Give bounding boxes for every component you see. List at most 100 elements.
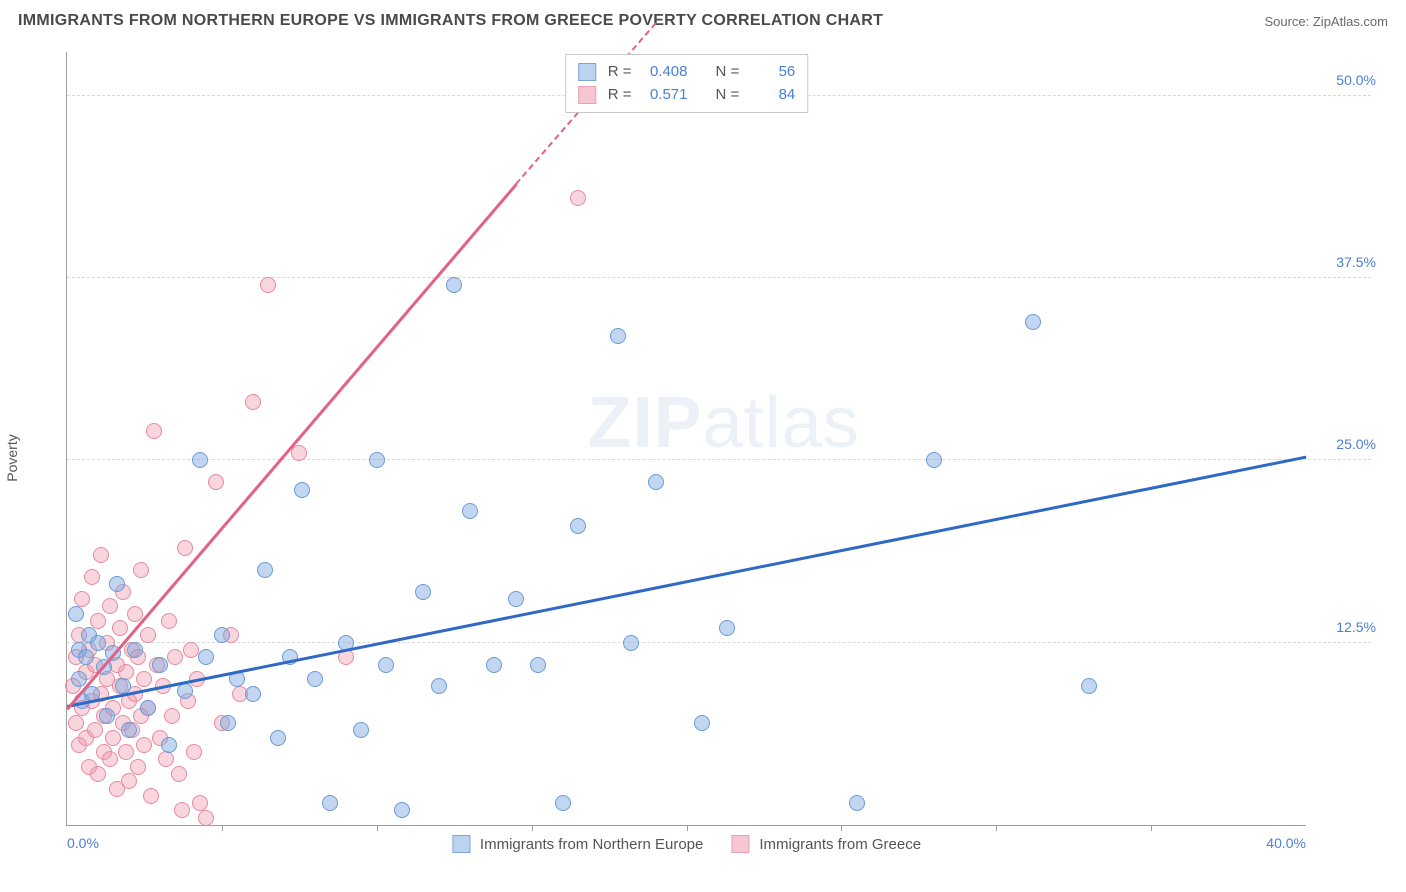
scatter-point-pink [174, 802, 190, 818]
watermark: ZIPatlas [588, 382, 860, 464]
gridline [67, 459, 1371, 460]
n-value-blue: 56 [749, 61, 795, 84]
ytick-label: 50.0% [1336, 72, 1376, 88]
xtick-label: 40.0% [1266, 835, 1306, 851]
legend-swatch-pink-icon [731, 835, 749, 853]
scatter-point-pink [68, 715, 84, 731]
scatter-point-blue [623, 635, 639, 651]
legend-label-pink: Immigrants from Greece [759, 836, 921, 853]
scatter-point-pink [161, 613, 177, 629]
scatter-point-blue [127, 642, 143, 658]
n-label-blue: N = [716, 61, 740, 84]
stats-legend: R = 0.408 N = 56 R = 0.571 N = 84 [565, 54, 809, 113]
scatter-point-blue [610, 328, 626, 344]
scatter-point-pink [105, 730, 121, 746]
scatter-point-pink [136, 737, 152, 753]
xminor-tick [532, 825, 533, 831]
scatter-point-blue [220, 715, 236, 731]
xminor-tick [377, 825, 378, 831]
scatter-point-pink [164, 708, 180, 724]
scatter-point-blue [530, 657, 546, 673]
xminor-tick [687, 825, 688, 831]
scatter-point-blue [90, 635, 106, 651]
scatter-point-blue [719, 620, 735, 636]
scatter-point-pink [140, 627, 156, 643]
scatter-point-blue [369, 452, 385, 468]
xminor-tick [1151, 825, 1152, 831]
ytick-label: 25.0% [1336, 436, 1376, 452]
r-value-pink: 0.571 [642, 84, 688, 107]
chart-container: Poverty ZIPatlas R = 0.408 N = 56 R = 0.… [18, 42, 1388, 874]
scatter-point-pink [90, 613, 106, 629]
scatter-point-pink [183, 642, 199, 658]
scatter-point-pink [93, 547, 109, 563]
ytick-label: 37.5% [1336, 254, 1376, 270]
scatter-point-pink [198, 810, 214, 826]
plot-area: ZIPatlas R = 0.408 N = 56 R = 0.571 N = … [66, 52, 1306, 826]
r-label-pink: R = [608, 84, 632, 107]
scatter-point-pink [118, 664, 134, 680]
swatch-pink-icon [578, 86, 596, 104]
scatter-point-blue [431, 678, 447, 694]
scatter-point-pink [570, 190, 586, 206]
scatter-point-blue [508, 591, 524, 607]
watermark-zip: ZIP [588, 383, 703, 463]
swatch-blue-icon [578, 63, 596, 81]
scatter-point-blue [555, 795, 571, 811]
series-legend: Immigrants from Northern Europe Immigran… [452, 835, 921, 853]
scatter-point-blue [109, 576, 125, 592]
legend-item-pink: Immigrants from Greece [731, 835, 921, 853]
scatter-point-pink [84, 569, 100, 585]
scatter-point-blue [415, 584, 431, 600]
scatter-point-pink [90, 766, 106, 782]
r-value-blue: 0.408 [642, 61, 688, 84]
xminor-tick [996, 825, 997, 831]
scatter-point-blue [570, 518, 586, 534]
scatter-point-pink [167, 649, 183, 665]
scatter-point-pink [260, 277, 276, 293]
scatter-point-blue [486, 657, 502, 673]
source-name: ZipAtlas.com [1313, 14, 1388, 29]
scatter-point-blue [394, 802, 410, 818]
scatter-point-pink [208, 474, 224, 490]
r-label-blue: R = [608, 61, 632, 84]
scatter-point-blue [152, 657, 168, 673]
scatter-point-blue [161, 737, 177, 753]
scatter-point-blue [462, 503, 478, 519]
scatter-point-blue [307, 671, 323, 687]
scatter-point-blue [121, 722, 137, 738]
scatter-point-blue [926, 452, 942, 468]
legend-label-blue: Immigrants from Northern Europe [480, 836, 703, 853]
scatter-point-blue [322, 795, 338, 811]
scatter-point-pink [291, 445, 307, 461]
scatter-point-pink [192, 795, 208, 811]
scatter-point-blue [1025, 314, 1041, 330]
n-value-pink: 84 [749, 84, 795, 107]
ytick-label: 12.5% [1336, 619, 1376, 635]
scatter-point-pink [143, 788, 159, 804]
scatter-point-pink [87, 722, 103, 738]
legend-swatch-blue-icon [452, 835, 470, 853]
legend-item-blue: Immigrants from Northern Europe [452, 835, 703, 853]
scatter-point-pink [133, 562, 149, 578]
xminor-tick [222, 825, 223, 831]
scatter-point-pink [146, 423, 162, 439]
scatter-point-blue [214, 627, 230, 643]
scatter-point-pink [102, 751, 118, 767]
n-label-pink: N = [716, 84, 740, 107]
scatter-point-pink [186, 744, 202, 760]
scatter-point-blue [1081, 678, 1097, 694]
source-attribution: Source: ZipAtlas.com [1264, 14, 1388, 29]
scatter-point-blue [270, 730, 286, 746]
scatter-point-pink [74, 591, 90, 607]
scatter-point-pink [158, 751, 174, 767]
scatter-point-blue [78, 649, 94, 665]
scatter-point-pink [171, 766, 187, 782]
watermark-atlas: atlas [703, 383, 860, 463]
scatter-point-blue [177, 683, 193, 699]
scatter-point-pink [102, 598, 118, 614]
scatter-point-pink [130, 759, 146, 775]
chart-title: IMMIGRANTS FROM NORTHERN EUROPE VS IMMIG… [18, 12, 883, 30]
xtick-label: 0.0% [67, 835, 99, 851]
scatter-point-blue [378, 657, 394, 673]
